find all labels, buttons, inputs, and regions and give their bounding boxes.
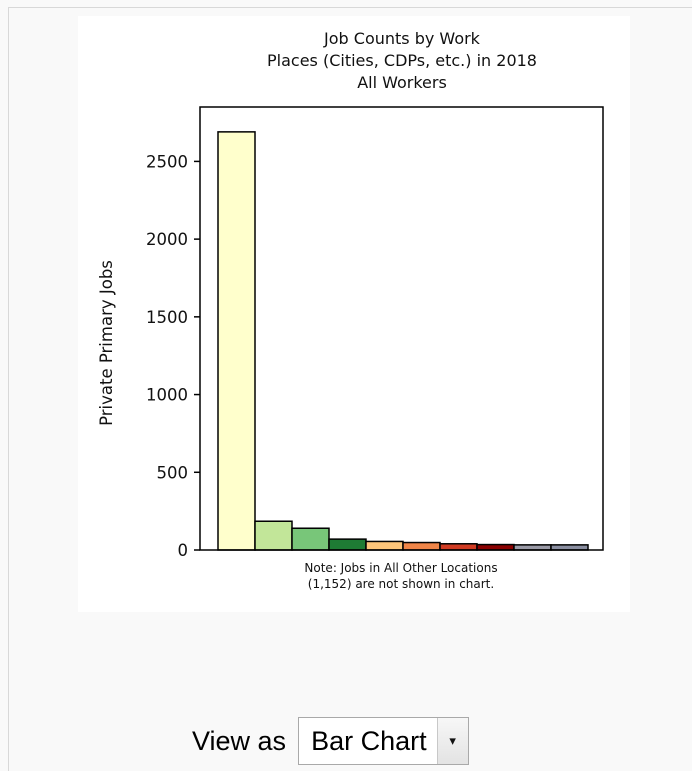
view-as-selected-value: Bar Chart xyxy=(311,725,427,756)
chart-title-line-1: Job Counts by Work xyxy=(323,29,481,48)
y-tick-label: 1500 xyxy=(146,308,188,327)
bar-4 xyxy=(328,538,367,551)
chart-note-line-2: (1,152) are not shown in chart. xyxy=(308,577,494,591)
y-axis-ticks: 0 500 1000 1500 2000 2500 xyxy=(146,152,200,560)
bar-5 xyxy=(365,540,404,551)
bar-9 xyxy=(513,544,552,551)
chart-title-line-2: Places (Cities, CDPs, etc.) in 2018 xyxy=(267,51,537,70)
chart-panel: Job Counts by Work Places (Cities, CDPs,… xyxy=(78,16,630,612)
bar-10 xyxy=(550,544,589,551)
y-tick-label: 0 xyxy=(178,541,189,560)
bar-7 xyxy=(439,543,478,551)
frame-top-border xyxy=(8,7,692,8)
bar-3 xyxy=(291,527,330,551)
frame-left-border xyxy=(8,7,9,771)
chart-note-line-1: Note: Jobs in All Other Locations xyxy=(304,561,497,575)
chart-title-line-3: All Workers xyxy=(357,73,447,92)
bar-chart: Job Counts by Work Places (Cities, CDPs,… xyxy=(97,29,604,591)
bar-2 xyxy=(254,520,293,551)
bar-6 xyxy=(402,541,441,551)
y-tick-label: 2500 xyxy=(146,152,188,171)
plot-area-frame xyxy=(199,106,604,551)
y-axis-label: Private Primary Jobs xyxy=(97,260,116,426)
y-tick-label: 500 xyxy=(157,463,189,482)
chevron-down-icon[interactable]: ▾ xyxy=(436,718,468,764)
y-tick-label: 2000 xyxy=(146,230,188,249)
bar-1 xyxy=(217,131,256,551)
y-tick-label: 1000 xyxy=(146,386,188,405)
bar-8 xyxy=(476,543,515,551)
bars-group xyxy=(217,131,589,551)
view-as-row: View as Bar Chart ▾ xyxy=(192,716,469,766)
view-as-label: View as xyxy=(192,725,287,756)
view-as-select[interactable]: Bar Chart ▾ xyxy=(298,717,469,765)
